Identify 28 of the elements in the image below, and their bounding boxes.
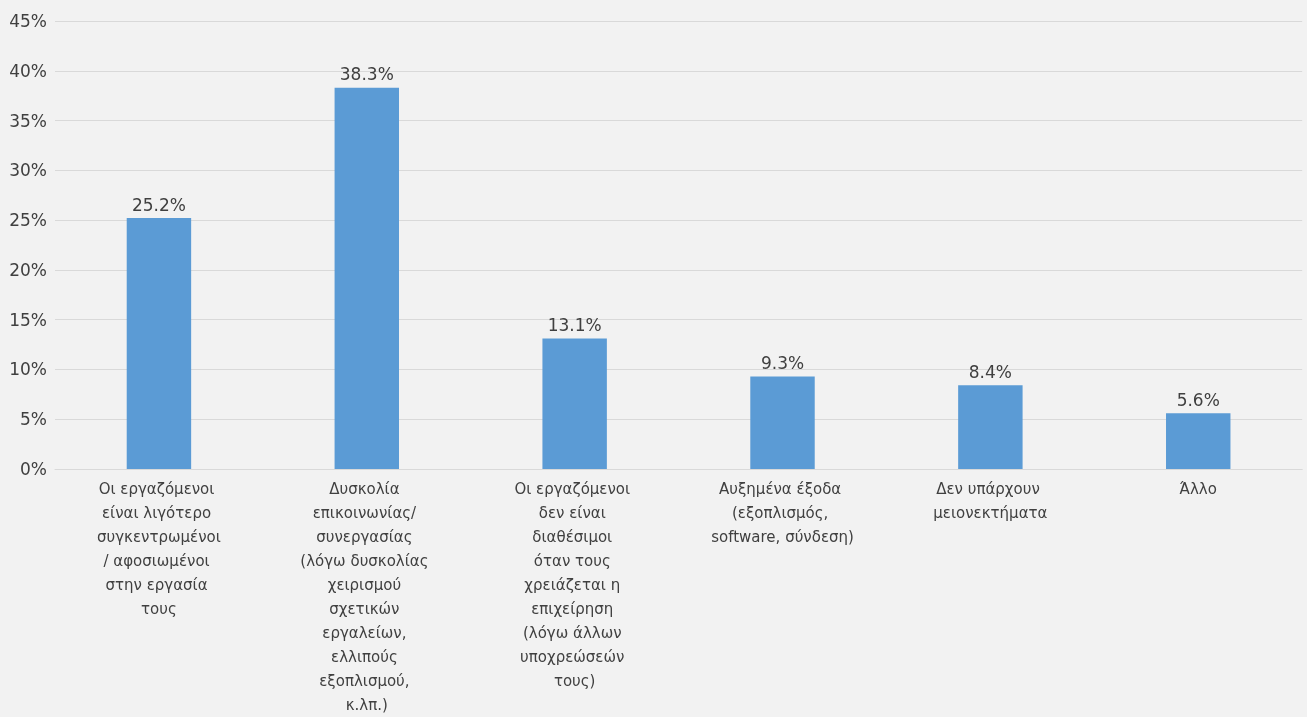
data-label: 8.4% bbox=[968, 361, 1012, 382]
bar bbox=[1166, 413, 1231, 469]
y-tick-label: 10% bbox=[9, 359, 47, 380]
y-tick-label: 35% bbox=[9, 110, 47, 131]
y-tick-label: 45% bbox=[9, 11, 47, 31]
x-tick-label: Οι εργαζόμενοι είναι λιγότερο συγκεντρωμένοι/ αφοσιωμένοι στην εργασία τους bbox=[97, 480, 221, 618]
x-tick-label: Αυξημένα έξοδα (εξοπλισμός, software, σύνδεση) bbox=[711, 480, 854, 546]
x-tick-label: Δεν υπάρχουν μειονεκτήματα bbox=[933, 480, 1048, 522]
bar bbox=[334, 87, 400, 469]
data-label: 13.1% bbox=[547, 315, 602, 336]
data-label: 9.3% bbox=[760, 352, 805, 373]
y-tick-label: 30% bbox=[9, 160, 47, 181]
x-tick-label: Άλλο bbox=[1179, 480, 1217, 498]
y-tick-label: 20% bbox=[9, 259, 47, 280]
y-tick-label: 15% bbox=[9, 309, 47, 330]
data-label: 25.2% bbox=[131, 194, 186, 215]
data-label: 5.6% bbox=[1176, 389, 1220, 410]
bar bbox=[750, 376, 815, 469]
y-tick-label: 40% bbox=[9, 60, 47, 81]
y-tick-label: 25% bbox=[9, 210, 47, 231]
y-tick-label: 5% bbox=[20, 409, 47, 430]
data-label: 38.3% bbox=[339, 64, 394, 85]
category-label: Δυσκολία επικοινωνίας/ συνεργασίας (λόγω δυσκολίας χειρισμού σχετικών εργαλείων, ελλιπούς εξοπλισμού, κ.λπ.) bbox=[300, 480, 429, 714]
bar bbox=[542, 338, 607, 469]
category-label: Οι εργαζόμενοι δεν είναι διαθέσιμοι όταν τους χρειάζεται η επιχείρηση (λόγω άλλων υποχρεώσεών τους) bbox=[514, 480, 631, 690]
bar bbox=[126, 218, 192, 469]
bar bbox=[958, 385, 1023, 469]
y-tick-label: 0% bbox=[20, 459, 47, 479]
